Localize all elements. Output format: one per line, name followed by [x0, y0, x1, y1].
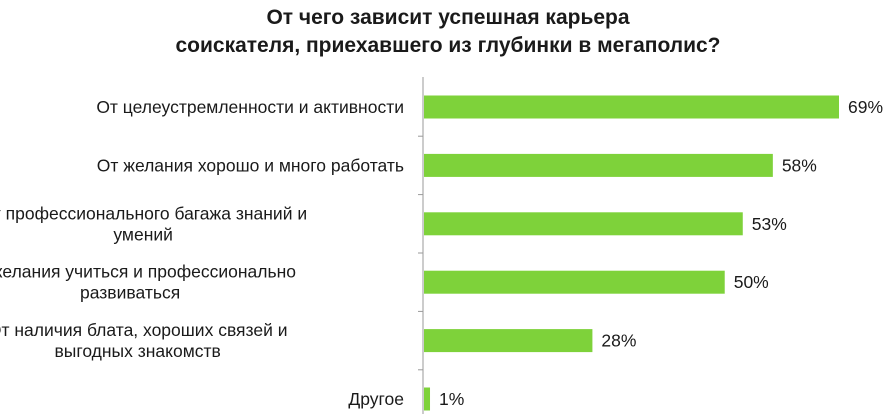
- data-label-1: 58%: [782, 155, 817, 175]
- category-label-4: От наличия блата, хороших связей и выгодн…: [0, 320, 287, 361]
- bar-0: [424, 95, 839, 119]
- category-label-5: Другое: [348, 389, 404, 409]
- chart-title: От чего зависит успешная карьера соискат…: [0, 4, 896, 60]
- bar-5: [424, 387, 431, 411]
- bar-2: [424, 212, 743, 236]
- bar-1: [424, 153, 773, 177]
- category-label-0: От целеустремленности и активности: [96, 97, 404, 117]
- data-label-0: 69%: [848, 97, 883, 117]
- data-label-4: 28%: [601, 331, 636, 351]
- chart-title-line-1: От чего зависит успешная карьера: [266, 6, 630, 29]
- category-label-3: От желания учиться и профессиональноразв…: [0, 262, 296, 303]
- bar-3: [424, 270, 725, 294]
- category-label-1: От желания хорошо и много работать: [97, 155, 404, 175]
- data-label-5: 1%: [439, 389, 464, 409]
- data-label-2: 53%: [752, 214, 787, 234]
- data-label-3: 50%: [734, 272, 769, 292]
- category-label-2: От профессионального багажа знаний и умен…: [0, 203, 307, 244]
- chart-title-line-2: соискателя, приехавшего из глубинки в ме…: [175, 34, 721, 57]
- bar-4: [424, 329, 593, 353]
